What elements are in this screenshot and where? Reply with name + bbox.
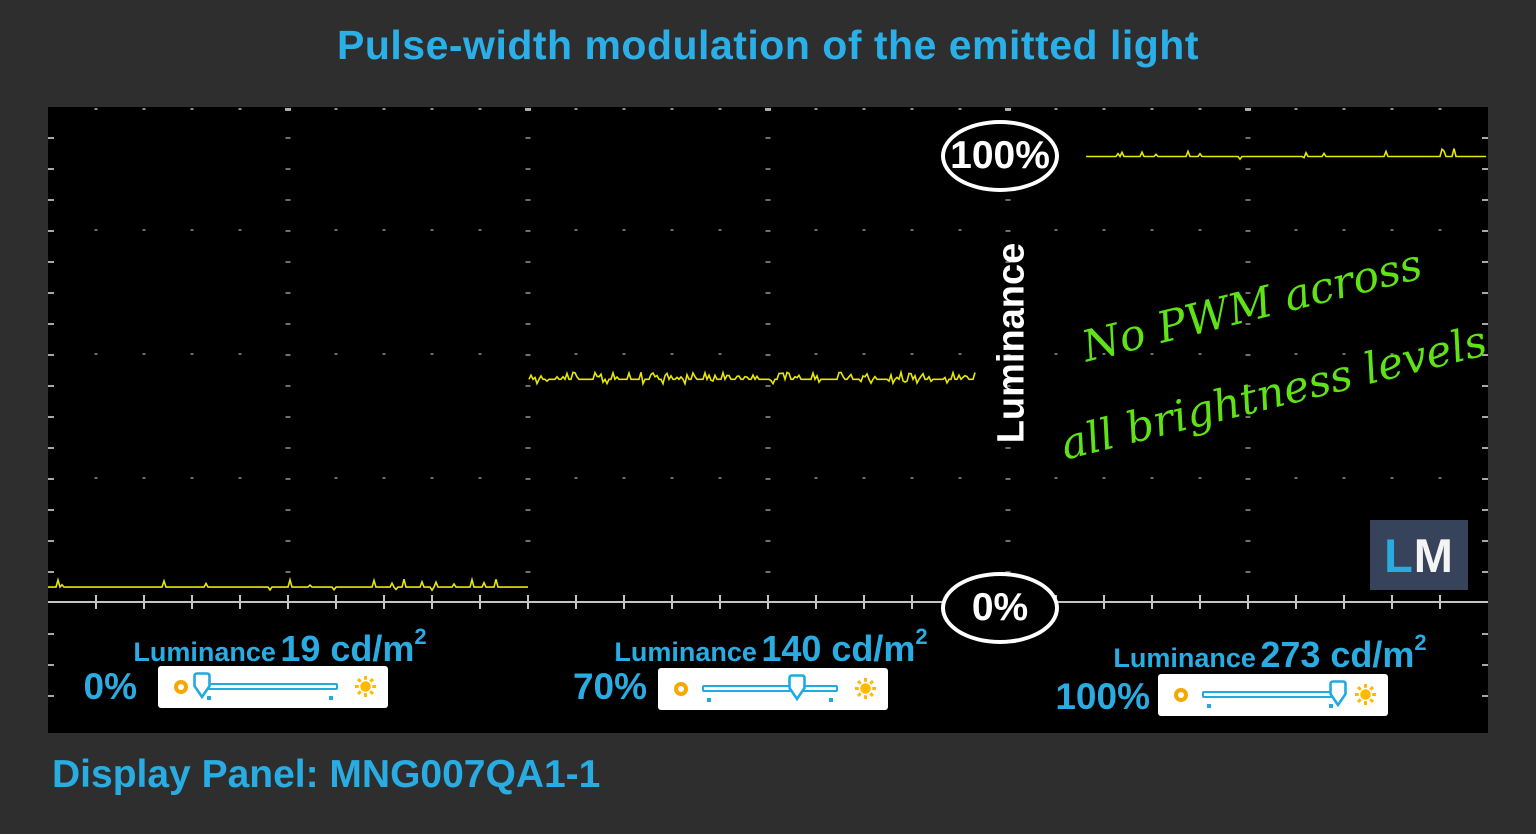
slider-tick-right	[1329, 704, 1333, 708]
slider-tick-right	[829, 698, 833, 702]
y-min-badge: 0%	[941, 572, 1059, 644]
lm-logo-letter-m: M	[1413, 528, 1454, 582]
brightness-high-icon	[854, 677, 877, 700]
brightness-low-icon	[174, 680, 188, 694]
chart-title: Pulse-width modulation of the emitted li…	[337, 22, 1199, 68]
lm-logo: L M	[1370, 520, 1468, 590]
y-min-badge-label: 0%	[971, 586, 1029, 629]
brightness-high-icon	[354, 675, 377, 698]
luminance-caption: Luminance 273 cd/m2	[1113, 630, 1426, 676]
luminance-caption: Luminance 140 cd/m2	[614, 624, 927, 670]
slider-track[interactable]	[202, 683, 338, 690]
slider-handle[interactable]	[193, 672, 211, 700]
oscilloscope-plot: 100% 0% Luminance No PWM across all brig…	[48, 107, 1492, 733]
brightness-percent-label: 0%	[83, 666, 137, 707]
brightness-slider[interactable]	[158, 666, 388, 708]
luminance-caption-word: Luminance	[1113, 643, 1256, 673]
y-max-badge-label: 100%	[950, 134, 1050, 177]
brightness-high-icon	[1354, 683, 1377, 706]
slider-track[interactable]	[702, 685, 838, 692]
luminance-caption-word: Luminance	[133, 637, 276, 667]
luminance-caption-word: Luminance	[614, 637, 757, 667]
luminance-caption-value: 140 cd/m	[761, 628, 916, 669]
brightness-percent-label: 70%	[572, 666, 647, 707]
luminance-caption: Luminance 19 cd/m2	[133, 624, 426, 670]
luminance-caption-value: 273 cd/m	[1260, 634, 1415, 675]
slider-track[interactable]	[1202, 691, 1338, 698]
lm-logo-letter-l: L	[1384, 528, 1414, 582]
scope-canvas	[48, 108, 1488, 697]
luminance-caption-sup: 2	[1414, 630, 1427, 655]
slider-tick-left	[1207, 704, 1211, 708]
luminance-caption-value: 19 cd/m	[280, 628, 415, 669]
slider-tick-left	[207, 696, 211, 700]
slider-tick-right	[329, 696, 333, 700]
brightness-slider[interactable]	[1158, 674, 1388, 716]
slider-tick-left	[707, 698, 711, 702]
luminance-caption-sup: 2	[414, 624, 427, 649]
luminance-caption-sup: 2	[915, 624, 928, 649]
brightness-slider[interactable]	[658, 668, 888, 710]
brightness-percent-label: 100%	[1055, 676, 1150, 717]
y-axis-label: Luminance	[990, 242, 1033, 444]
display-panel-label: Display Panel: MNG007QA1-1	[52, 753, 601, 796]
brightness-low-icon	[1174, 688, 1188, 702]
slider-handle[interactable]	[788, 674, 806, 702]
slider-handle[interactable]	[1329, 680, 1347, 708]
y-max-badge: 100%	[941, 120, 1059, 192]
brightness-low-icon	[674, 682, 688, 696]
